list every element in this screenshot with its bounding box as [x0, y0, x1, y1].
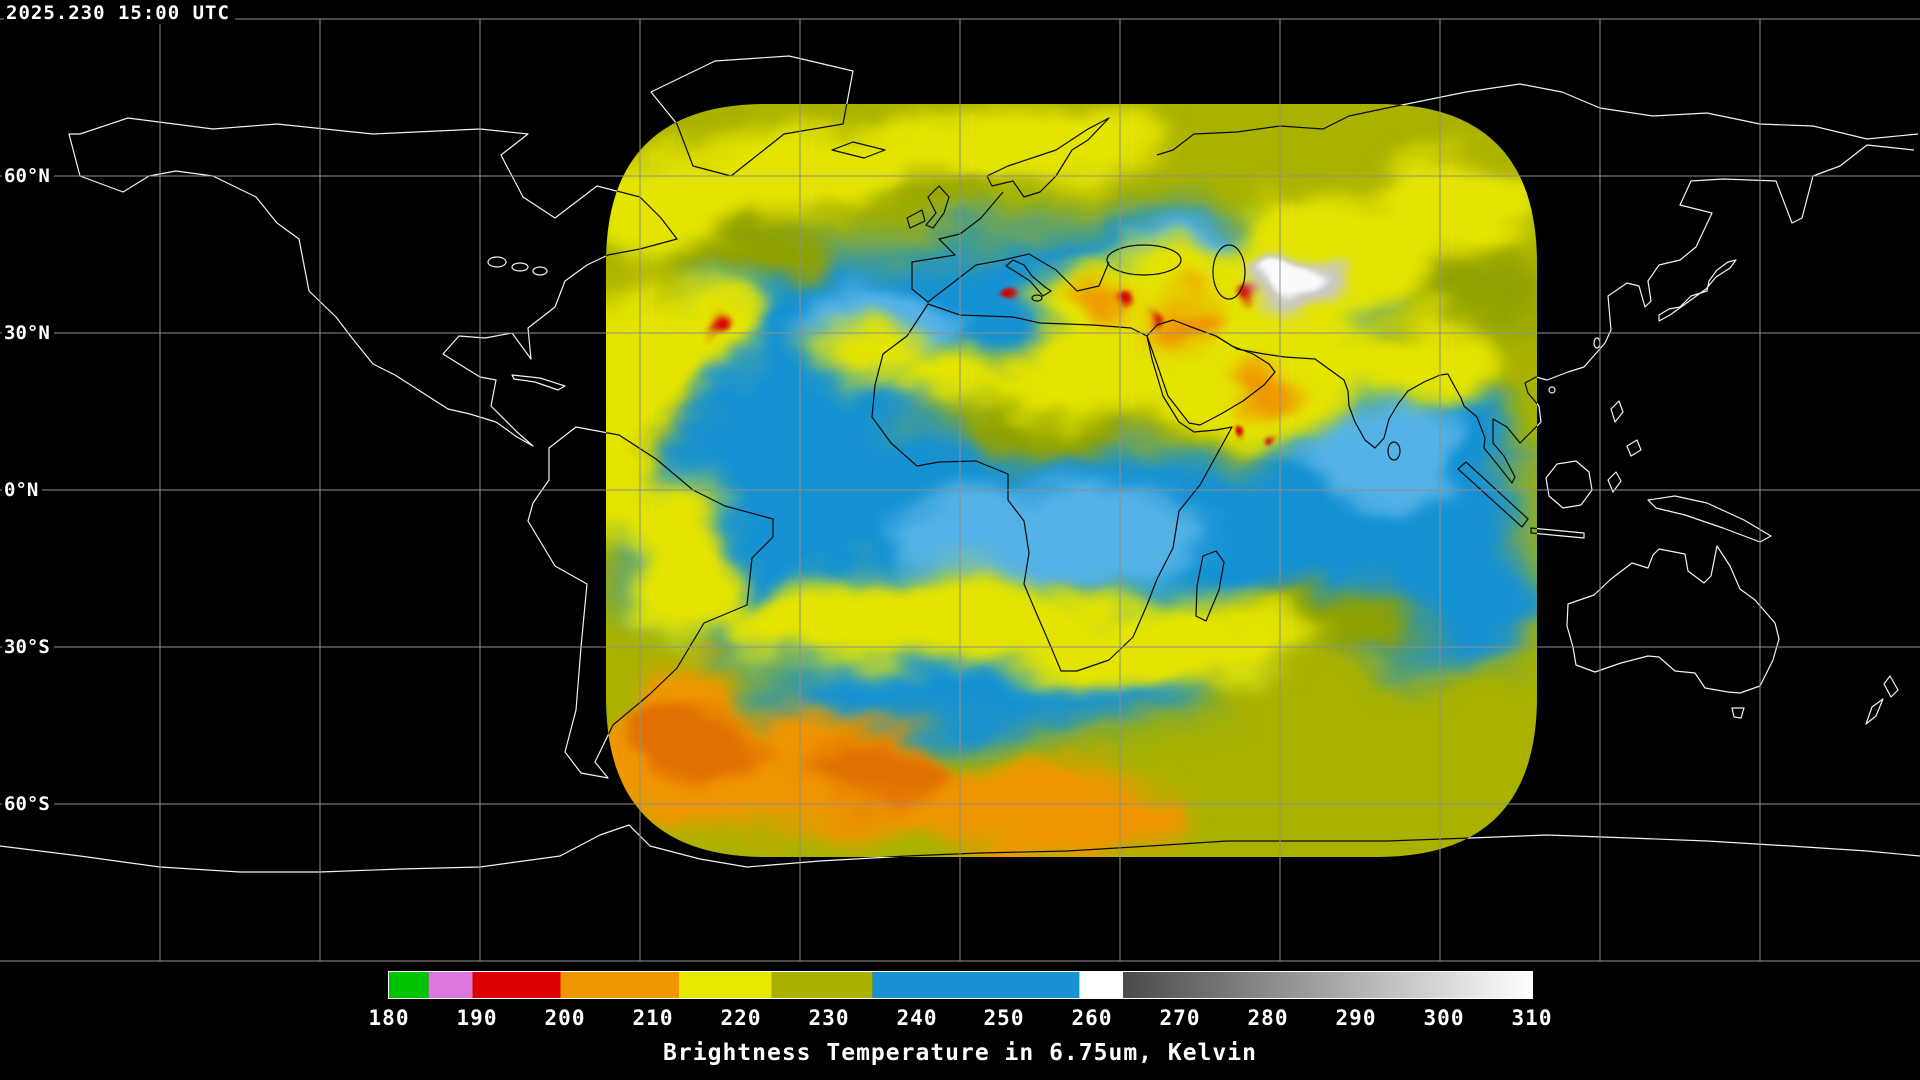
lat-label-0n: 0°N: [2, 479, 43, 501]
lat-label-30n: 30°N: [2, 322, 54, 344]
tick-250: 250: [983, 1006, 1025, 1030]
segment-olive: [771, 972, 873, 998]
lat-label-30s: 30°S: [2, 636, 54, 658]
tick-220: 220: [720, 1006, 762, 1030]
swath-cloud-field: [606, 112, 1537, 857]
tick-310: 310: [1511, 1006, 1553, 1030]
tick-260: 260: [1071, 1006, 1113, 1030]
tick-210: 210: [632, 1006, 674, 1030]
tick-280: 280: [1247, 1006, 1289, 1030]
segment-blue: [872, 972, 1080, 998]
segment-violet: [428, 972, 473, 998]
colorbar-caption: Brightness Temperature in 6.75um, Kelvin: [663, 1040, 1257, 1066]
tick-180: 180: [368, 1006, 410, 1030]
colorbar: [388, 971, 1533, 999]
tick-300: 300: [1423, 1006, 1465, 1030]
segment-orange: [560, 972, 679, 998]
segment-green: [389, 972, 429, 998]
tick-200: 200: [544, 1006, 586, 1030]
segment-white: [1079, 972, 1124, 998]
segment-gray-ramp: [1123, 972, 1532, 998]
lat-label-60n: 60°N: [2, 165, 54, 187]
satellite-data-region: [606, 104, 1537, 857]
tick-240: 240: [896, 1006, 938, 1030]
segment-red: [472, 972, 561, 998]
timestamp: 2025.230 15:00 UTC: [4, 2, 235, 24]
warm-white-patch: [1250, 258, 1334, 314]
tick-290: 290: [1335, 1006, 1377, 1030]
colorbar-segments: [389, 972, 1532, 998]
tick-190: 190: [456, 1006, 498, 1030]
segment-yellow: [679, 972, 772, 998]
tick-270: 270: [1159, 1006, 1201, 1030]
colorbar-border: [388, 971, 1533, 999]
graticule: [0, 18, 1920, 962]
deep-orange-blobs: [630, 705, 965, 805]
tick-230: 230: [808, 1006, 850, 1030]
lat-label-60s: 60°S: [2, 793, 54, 815]
